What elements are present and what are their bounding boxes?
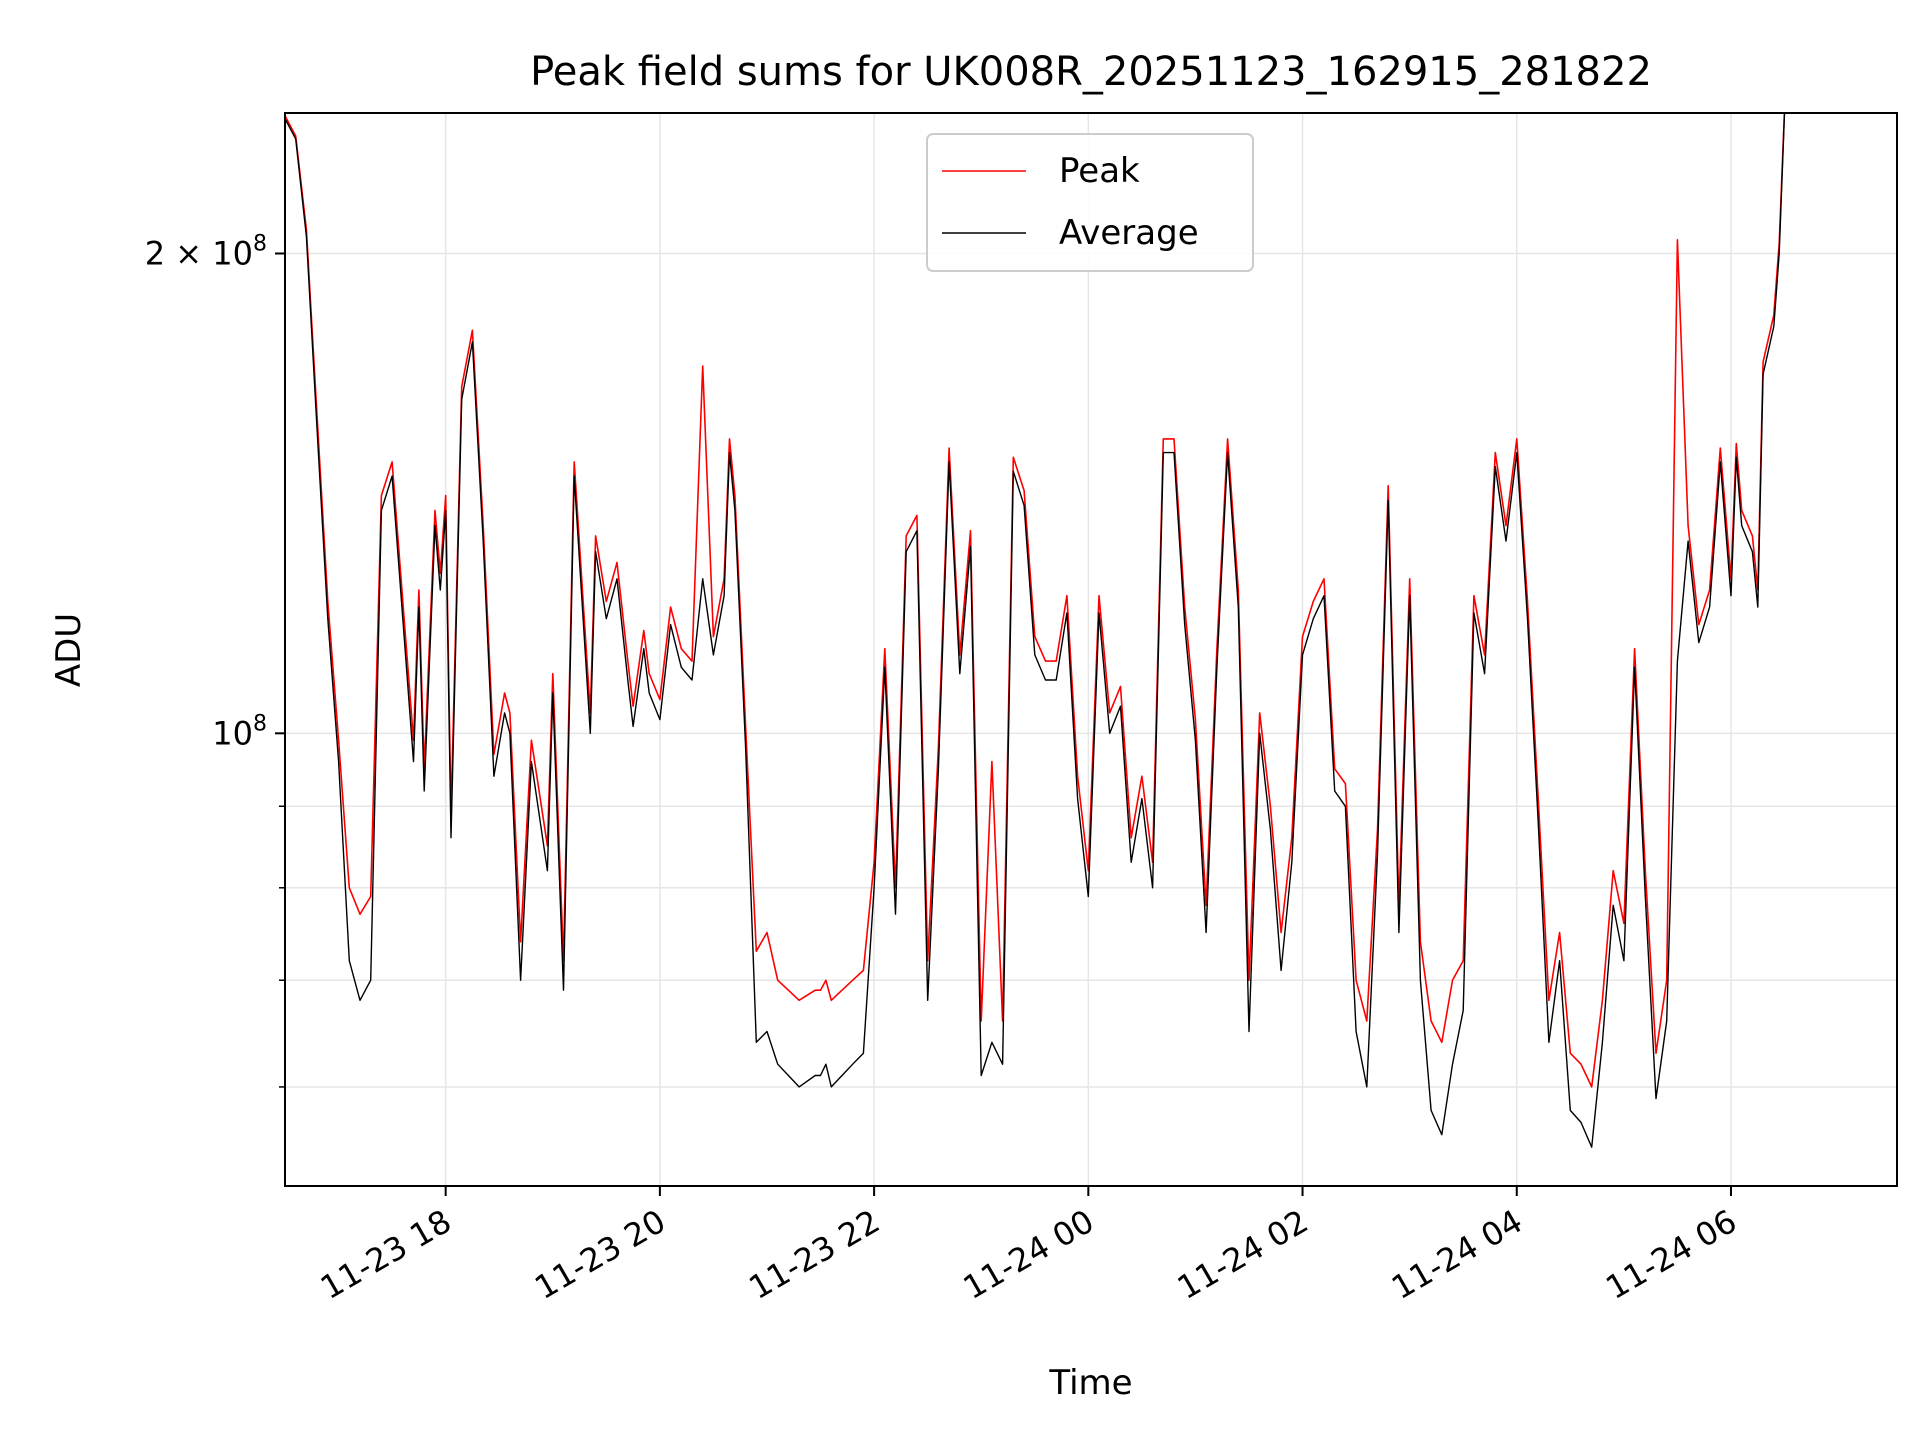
series-line-average <box>285 113 1786 1148</box>
legend-peak-label: Peak <box>1059 151 1140 191</box>
plot-frame <box>284 112 1898 1187</box>
series-layer <box>285 113 1786 1148</box>
legend: Peak Average <box>926 133 1254 272</box>
y-tick-label: 108 <box>212 711 267 752</box>
series-line-peak <box>285 113 1786 1088</box>
legend-box <box>926 133 1254 272</box>
chart-title: Peak field sums for UK008R_20251123_1629… <box>530 49 1652 95</box>
y-tick-label: 2 × 108 <box>145 231 267 272</box>
y-axis-label: ADU <box>49 613 89 687</box>
x-axis-label: Time <box>1048 1363 1132 1403</box>
legend-average-label: Average <box>1059 213 1199 253</box>
